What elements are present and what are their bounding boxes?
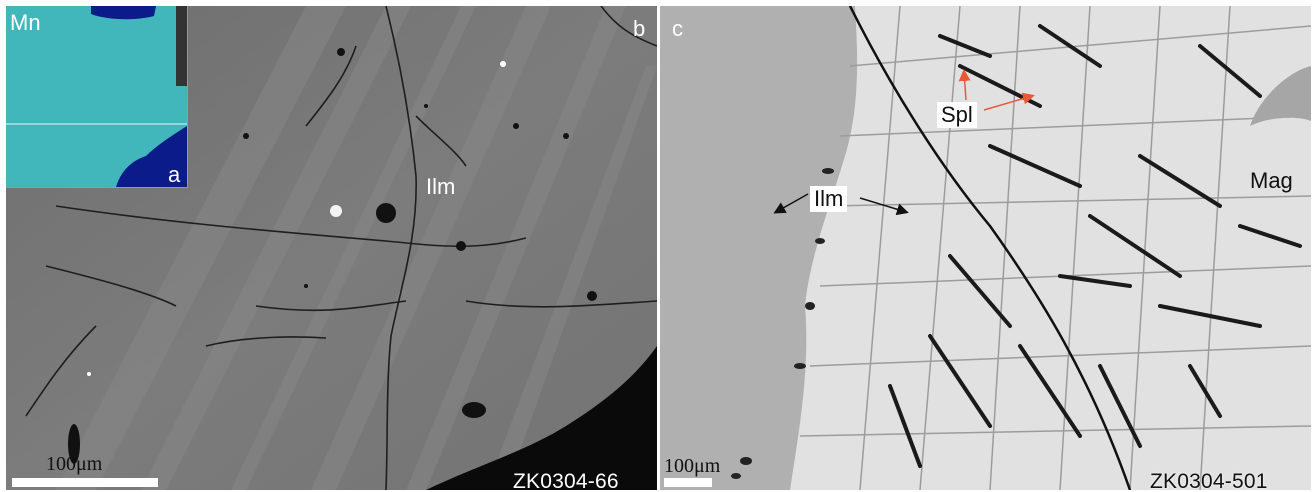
panel-b-bse-image: Mn a b Ilm 100μm ZK0304-66 (6, 6, 657, 490)
panel-c-mag-label: Mag (1250, 168, 1293, 193)
inset-a-mn-map: Mn a (6, 6, 188, 188)
panel-c-letter: c (672, 16, 683, 41)
panel-b-sample-code: ZK0304-66 (513, 470, 619, 490)
inset-a-element-label: Mn (10, 10, 41, 35)
panel-c-sample-code: ZK0304-501 (1150, 470, 1268, 490)
inset-a-texture (6, 6, 187, 187)
panel-c-bse-image: c Spl Ilm Mag 100μm ZK0304-501 (660, 6, 1311, 490)
panel-c-scale-bar (664, 478, 712, 487)
panel-c-spl-label: Spl (937, 102, 977, 128)
panel-c-ilm-label: Ilm (810, 186, 848, 212)
panel-b-letter: b (633, 16, 646, 41)
panel-b-scale-text: 100μm (46, 453, 103, 475)
inset-a-letter: a (168, 162, 181, 187)
panel-b-ilm-label: Ilm (426, 174, 456, 199)
panel-b-scale-bar (12, 478, 158, 487)
panel-c-texture (660, 6, 1311, 490)
panel-c-scale-text: 100μm (664, 455, 721, 477)
panel-b-texture (6, 6, 657, 490)
